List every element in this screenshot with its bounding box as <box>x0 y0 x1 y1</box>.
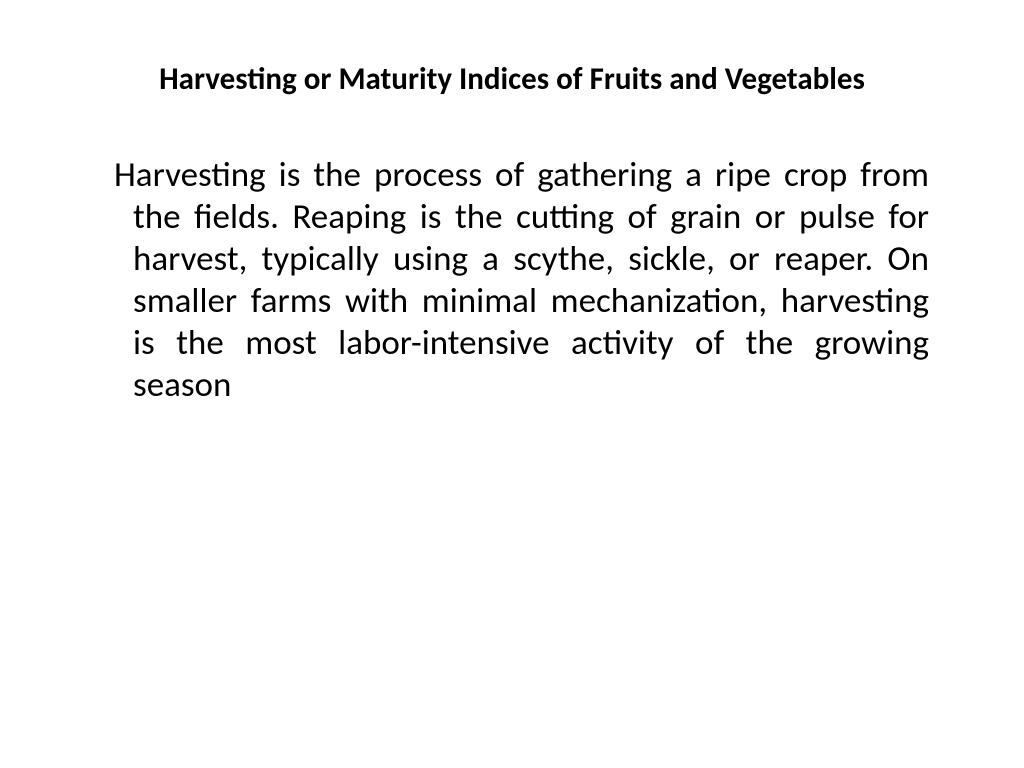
slide-title: Harvesting or Maturity Indices of Fruits… <box>132 60 892 99</box>
slide-body-text: Harvesting is the process of gathering a… <box>133 154 929 406</box>
slide-container: Harvesting or Maturity Indices of Fruits… <box>0 0 1024 768</box>
